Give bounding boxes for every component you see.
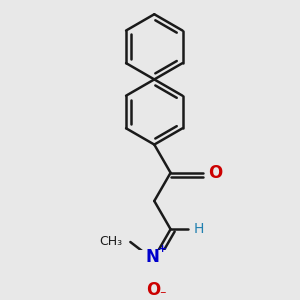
Text: +: +: [158, 244, 167, 254]
Text: O: O: [208, 164, 222, 182]
Text: H: H: [194, 222, 204, 236]
Text: ⁻: ⁻: [160, 289, 166, 300]
Text: N: N: [146, 248, 160, 266]
Text: CH₃: CH₃: [100, 235, 123, 248]
Text: O: O: [146, 281, 161, 299]
